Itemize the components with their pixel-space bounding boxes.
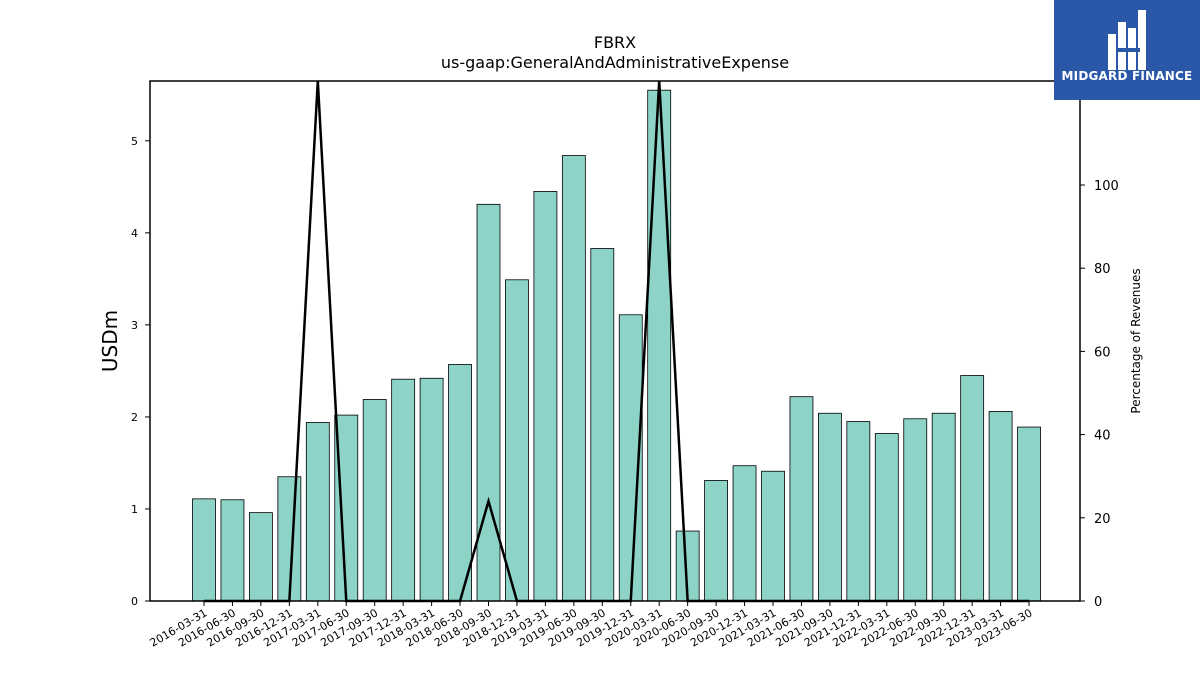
bar [305,422,330,602]
y-tick-label: 2 [131,411,138,424]
bar [419,377,444,602]
bar [448,364,472,602]
midgard-finance-logo: MIDGARD FINANCE [1054,0,1200,100]
y-tick-label: 0 [131,595,138,608]
bar [931,412,956,602]
y2-tick-label: 80 [1094,262,1111,277]
bar [533,191,558,602]
bar [561,155,586,602]
bar [903,418,928,602]
bar [960,375,985,602]
bar [818,412,842,602]
bar [192,498,216,602]
y2-tick-label: 40 [1094,429,1111,444]
y2-axis-label: Percentage of Revenues [1129,268,1143,413]
y2-tick-label: 20 [1094,512,1111,527]
y-tick-label: 1 [131,503,138,516]
bar [988,411,1013,602]
bar [590,248,615,602]
bar [248,512,273,602]
bar [874,433,899,602]
bar [846,421,871,602]
chart-title: FBRX [594,33,636,52]
bar [505,279,529,602]
y2-tick-label: 0 [1094,595,1102,610]
bar [476,203,501,602]
y-axis-label: USDm [98,310,122,372]
bar [1017,426,1041,602]
bar [704,480,728,602]
bar [732,465,757,602]
midgard-emblem-icon [1108,10,1146,70]
logo-text: MIDGARD FINANCE [1061,69,1193,83]
y-tick-label: 4 [131,227,138,240]
bar [647,89,672,602]
chart-subtitle: us-gaap:GeneralAndAdministrativeExpense [441,53,789,72]
bar [391,378,416,602]
plot-frame [149,80,1081,602]
bar [761,470,785,602]
bar [362,399,387,602]
y-tick-label: 3 [131,319,138,332]
y-tick-label: 5 [131,135,138,148]
bar [220,499,245,602]
y2-tick-label: 100 [1094,179,1119,194]
y2-tick-label: 60 [1094,345,1111,360]
bar [789,396,814,602]
